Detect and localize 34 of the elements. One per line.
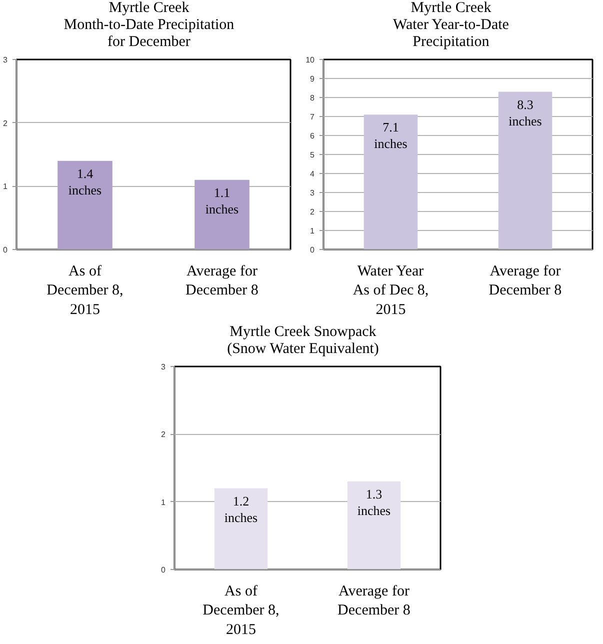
data-label: 1.2 inches <box>224 493 258 525</box>
y-tick-label: 1 <box>310 226 316 236</box>
y-tick-label: 4 <box>310 170 316 178</box>
x-tick-label: As of December 8, 2015 <box>202 584 280 638</box>
data-label: 1.1 inches <box>205 184 239 216</box>
y-tick-label: 0 <box>161 566 166 574</box>
chart-title: Myrtle Creek Month-to-Date Precipitation for December <box>64 0 234 51</box>
y-tick-label: 6 <box>310 132 316 140</box>
chart-title: Myrtle Creek Snowpack (Snow Water Equivalent) <box>227 324 379 358</box>
y-tick-label: 9 <box>310 74 316 84</box>
y-tick-label: 7 <box>310 112 316 122</box>
x-tick-label: Average for December 8 <box>338 584 410 619</box>
y-tick-label: 10 <box>306 56 316 64</box>
data-label: 7.1 inches <box>374 120 408 152</box>
y-tick-label: 5 <box>310 150 316 160</box>
data-label: 1.4 inches <box>68 166 102 198</box>
y-tick-label: 3 <box>161 362 166 372</box>
x-tick-label: As of December 8, 2015 <box>46 264 124 318</box>
y-tick-label: 0 <box>310 246 316 254</box>
data-label: 1.3 inches <box>357 486 391 518</box>
x-tick-label: Average for December 8 <box>488 264 562 299</box>
y-tick-label: 2 <box>161 430 166 440</box>
chart-title: Myrtle Creek Water Year-to-Date Precipitation <box>393 0 509 51</box>
y-tick-label: 8 <box>310 94 316 102</box>
y-tick-label: 0 <box>3 246 8 254</box>
y-tick-label: 1 <box>3 182 8 192</box>
y-tick-label: 3 <box>310 188 316 198</box>
y-tick-label: 1 <box>161 498 166 507</box>
y-tick-label: 2 <box>310 208 316 216</box>
x-tick-label: Water Year As of Dec 8, 2015 <box>352 264 429 318</box>
x-tick-label: Average for December 8 <box>186 264 258 299</box>
data-label: 8.3 inches <box>508 96 542 128</box>
y-tick-label: 3 <box>3 56 8 64</box>
y-tick-label: 2 <box>3 118 8 128</box>
